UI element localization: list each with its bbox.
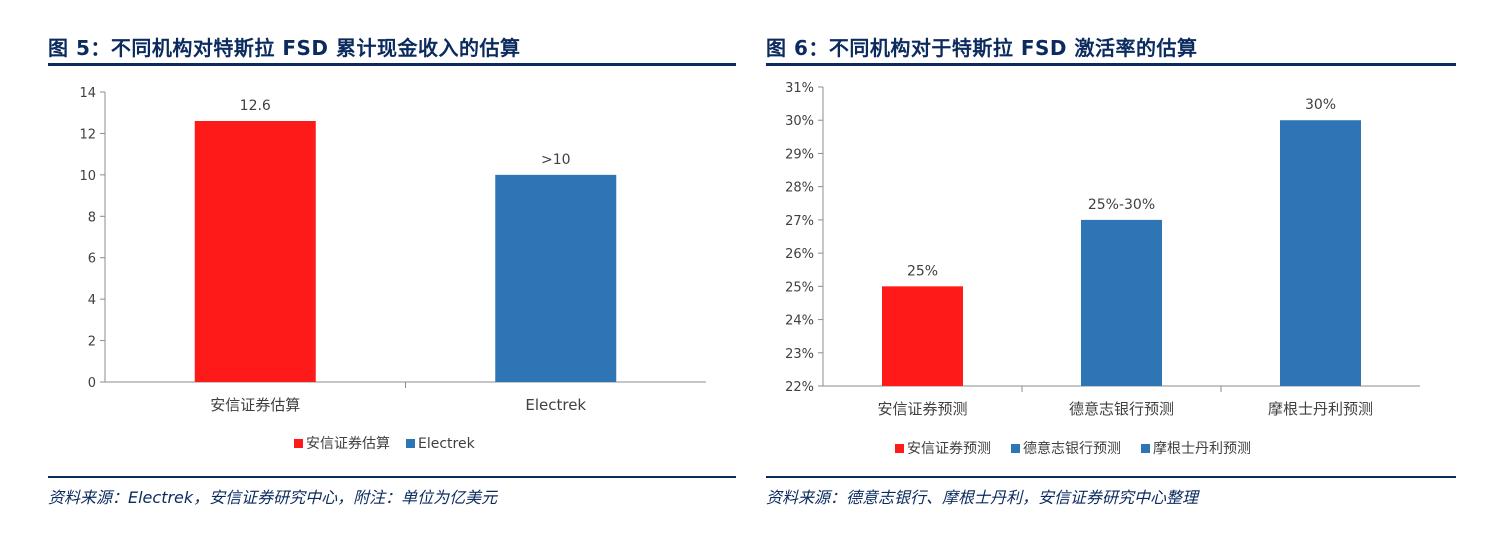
figure-6-bottom-rule — [766, 476, 1456, 478]
figure-6-title: 图 6：不同机构对于特斯拉 FSD 激活率的估算 — [766, 36, 1198, 60]
y-tick-label: 14 — [79, 86, 96, 101]
data-label: 25%-30% — [1088, 197, 1155, 213]
figure-6-chart: 22% 23% 24% 25% 26% 27% 28% 29% 30% 31% 25% 安信证券预测 2… — [785, 81, 1420, 457]
y-tick-label: 23% — [785, 347, 814, 362]
y-tick-label: 4 — [88, 293, 96, 308]
category-label: 安信证券预测 — [877, 400, 967, 418]
legend-swatch — [406, 439, 415, 448]
figure-5-top-rule — [48, 63, 736, 66]
category-label: 德意志银行预测 — [1069, 400, 1174, 418]
y-tick-label: 22% — [785, 380, 814, 395]
y-tick-label: 24% — [785, 314, 814, 329]
y-tick-label: 28% — [785, 181, 814, 196]
category-label: 安信证券估算 — [210, 396, 300, 414]
figure-5-title: 图 5：不同机构对特斯拉 FSD 累计现金收入的估算 — [48, 36, 521, 60]
y-tick-label: 26% — [785, 247, 814, 262]
figure-5-source: 资料来源：Electrek，安信证券研究中心，附注：单位为亿美元 — [48, 488, 498, 507]
y-tick-label: 10 — [79, 169, 96, 184]
legend-swatch — [1141, 444, 1150, 453]
legend-swatch — [895, 444, 904, 453]
data-label: 30% — [1305, 97, 1336, 113]
category-label: Electrek — [525, 396, 586, 414]
bar — [1081, 219, 1162, 386]
figure-5-chart: 0 2 4 6 8 10 12 14 12.6 安信证券估算 >10 Electrek 安信证券估算 El… — [79, 86, 706, 452]
data-label: 12.6 — [240, 98, 271, 114]
legend-label: 安信证券估算 — [306, 436, 390, 452]
data-label: 25% — [907, 263, 938, 279]
bar — [1280, 120, 1361, 386]
figure-6-source: 资料来源：德意志银行、摩根士丹利，安信证券研究中心整理 — [766, 488, 1199, 507]
y-tick-label: 27% — [785, 214, 814, 229]
bar — [194, 121, 316, 382]
y-tick-label: 31% — [785, 81, 814, 96]
y-tick-label: 29% — [785, 147, 814, 162]
data-label: >10 — [541, 152, 571, 168]
y-tick-label: 2 — [88, 335, 96, 350]
legend-swatch — [294, 439, 303, 448]
figure-5-bottom-rule — [48, 476, 736, 478]
bar — [882, 286, 963, 386]
y-tick-label: 30% — [785, 114, 814, 129]
figure-6-top-rule — [766, 63, 1456, 66]
bar — [495, 174, 617, 382]
legend-label: 摩根士丹利预测 — [1153, 440, 1251, 457]
y-tick-label: 6 — [88, 252, 96, 267]
y-tick-label: 8 — [88, 210, 96, 225]
legend-label: Electrek — [418, 436, 476, 452]
legend-swatch — [1011, 444, 1020, 453]
y-tick-label: 0 — [88, 376, 96, 391]
legend-label: 德意志银行预测 — [1023, 440, 1121, 457]
category-label: 摩根士丹利预测 — [1268, 400, 1373, 418]
figure-6-panel: 图 6：不同机构对于特斯拉 FSD 激活率的估算 22% 23% 24% 25% 26%… — [766, 0, 1456, 538]
y-tick-label: 25% — [785, 280, 814, 295]
legend-label: 安信证券预测 — [907, 441, 991, 457]
y-tick-label: 12 — [79, 127, 96, 142]
figure-5-panel: 图 5：不同机构对特斯拉 FSD 累计现金收入的估算 0 2 4 6 8 10 12 14 12… — [48, 0, 736, 538]
